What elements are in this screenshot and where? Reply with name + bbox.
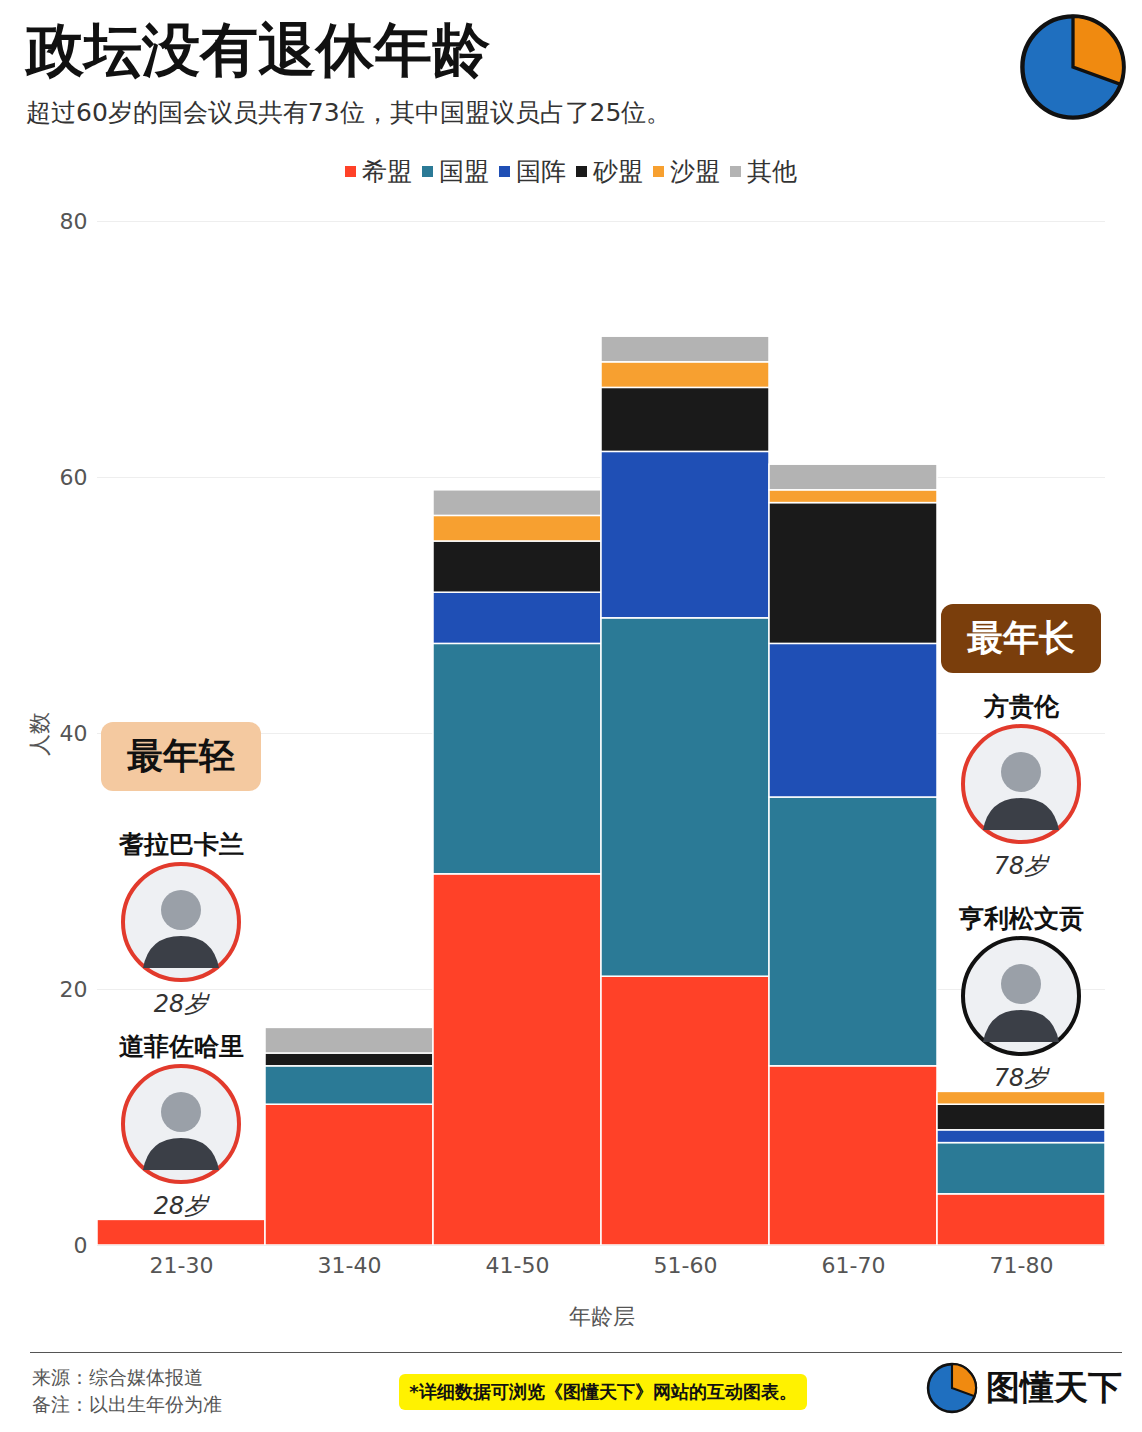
html-text:备注：以出生年份为准: 备注：以出生年份为准 xyxy=(32,1393,222,1415)
html-text:78岁: 78岁 xyxy=(993,1064,1049,1092)
svg-text:51-60: 51-60 xyxy=(654,1253,718,1278)
html-text:28岁: 28岁 xyxy=(153,990,209,1018)
html-text:超过60岁的国会议员共有73位，其中国盟议员占了25位。: 超过60岁的国会议员共有73位，其中国盟议员占了25位。 xyxy=(26,98,672,127)
svg-text:41-50: 41-50 xyxy=(486,1253,550,1278)
svg-text:61-70: 61-70 xyxy=(822,1253,886,1278)
html-text:方贵伦: 方贵伦 xyxy=(983,692,1059,721)
svg-text:年龄层: 年龄层 xyxy=(569,1304,635,1329)
html-text:78岁: 78岁 xyxy=(993,852,1049,880)
html-text:希盟: 希盟 xyxy=(362,157,412,186)
html-text:国盟: 国盟 xyxy=(439,157,489,186)
html-text:国阵: 国阵 xyxy=(516,157,566,186)
html-text:耆拉巴卡兰: 耆拉巴卡兰 xyxy=(118,830,244,859)
html-text:来源：综合媒体报道: 来源：综合媒体报道 xyxy=(32,1366,203,1388)
html-text:*详细数据可浏览《图懂天下》网站的互动图表。: *详细数据可浏览《图懂天下》网站的互动图表。 xyxy=(409,1381,797,1402)
html-text:道菲佐哈里: 道菲佐哈里 xyxy=(118,1032,244,1061)
html-text:亨利松文贡: 亨利松文贡 xyxy=(958,904,1084,933)
svg-text:21-30: 21-30 xyxy=(150,1253,214,1278)
svg-text:31-40: 31-40 xyxy=(318,1253,382,1278)
html-text:图懂天下: 图懂天下 xyxy=(986,1367,1122,1407)
svg-text:20: 20 xyxy=(60,977,88,1002)
html-text:最年轻: 最年轻 xyxy=(127,735,235,776)
html-text:最年长: 最年长 xyxy=(967,617,1075,658)
svg-text:80: 80 xyxy=(60,209,88,234)
html-text:政坛没有退休年龄: 政坛没有退休年龄 xyxy=(26,16,490,84)
html-text:沙盟: 沙盟 xyxy=(670,157,720,186)
svg-text:0: 0 xyxy=(74,1233,88,1258)
svg-text:40: 40 xyxy=(60,721,88,746)
svg-text:人数: 人数 xyxy=(27,712,52,756)
html-text:其他: 其他 xyxy=(747,157,797,186)
html-text:砂盟: 砂盟 xyxy=(593,157,643,186)
svg-text:71-80: 71-80 xyxy=(990,1253,1054,1278)
html-text:28岁: 28岁 xyxy=(153,1192,209,1220)
svg-text:60: 60 xyxy=(60,465,88,490)
